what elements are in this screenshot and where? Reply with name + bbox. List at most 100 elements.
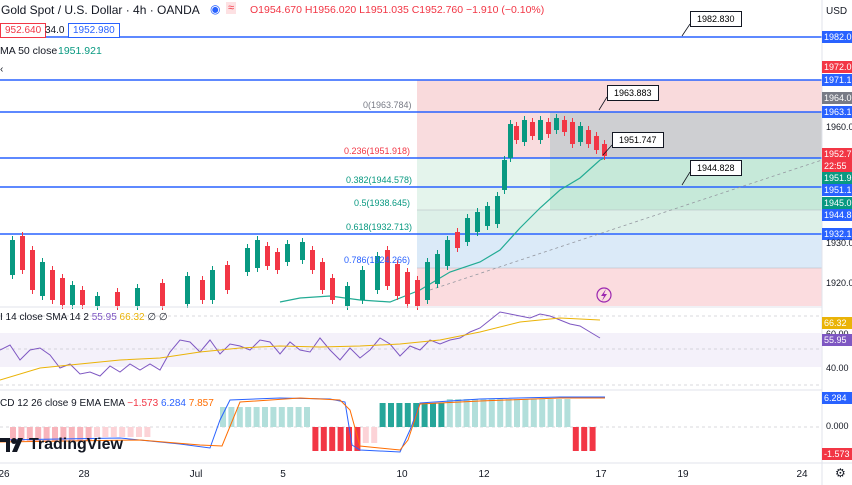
macd-bar (472, 399, 478, 427)
candle (502, 160, 507, 190)
macd-bar (10, 427, 16, 441)
candle (485, 206, 490, 226)
macd-bar (127, 427, 134, 437)
date-28: 28 (78, 469, 90, 480)
candle (455, 232, 460, 248)
macd-bar (564, 399, 571, 427)
callout-1951[interactable]: 1951.747 (612, 132, 664, 148)
candle (320, 262, 325, 290)
settings-icon[interactable]: ⚙ (835, 466, 846, 480)
date-10: 10 (396, 469, 408, 480)
rsi-label-40: 40.00 (826, 363, 849, 373)
fib-label-5: 0.5(1938.645) (354, 198, 411, 208)
macd-bar (320, 427, 327, 451)
candle (20, 236, 25, 270)
eye-icon[interactable]: ◉ (210, 2, 221, 16)
macd-bar (497, 399, 504, 427)
macd-bar (43, 427, 50, 441)
macd-bar (68, 427, 75, 441)
macd-line (0, 396, 605, 453)
macd-bar (295, 407, 302, 427)
macd-bar (463, 399, 470, 427)
lightning-icon[interactable] (596, 287, 612, 303)
fib-band-4 (417, 234, 822, 268)
callout-1944[interactable]: 1944.828 (690, 160, 742, 176)
collapse-icon[interactable]: ‹ (0, 64, 4, 75)
macd-bar (253, 407, 260, 427)
symbol-title[interactable]: Gold Spot / U.S. Dollar · 4h · OANDA (1, 3, 200, 17)
waves-icon[interactable]: ≈ (226, 2, 237, 14)
macd-bar (572, 427, 579, 451)
macd-bar (119, 427, 126, 437)
macd-title: CD 12 26 close 9 EMA EMA (0, 398, 125, 409)
candle (405, 272, 410, 304)
callout-1982[interactable]: 1982.830 (690, 11, 742, 27)
candle (10, 240, 15, 275)
candle (360, 270, 365, 300)
brand-name: TradingView (29, 436, 123, 453)
candle (275, 252, 280, 270)
rsi-label[interactable]: I 14 close SMA 14 2 55.95 66.32 ∅ ∅ (0, 312, 168, 323)
macd-bar (110, 427, 117, 437)
ma-indicator-value: 1951.921 (58, 45, 102, 57)
macd-bar (278, 407, 285, 427)
macd-bar (144, 427, 151, 437)
macd-bar (35, 427, 42, 441)
macd-bar (228, 407, 235, 427)
candle (80, 290, 85, 305)
candle (70, 285, 75, 305)
callout-1963[interactable]: 1963.883 (607, 85, 659, 101)
price-tag: 1944.8 (822, 209, 852, 221)
fib-label-236: 0.236(1951.918) (344, 146, 411, 156)
candle (200, 280, 205, 300)
macd-bar (446, 399, 453, 427)
date-jul: Jul (189, 469, 203, 480)
candle (210, 270, 215, 300)
candle (465, 218, 470, 242)
candle (514, 126, 519, 140)
macd-bar (287, 407, 294, 427)
candle (30, 250, 35, 290)
buy-price[interactable]: 1952.980 (68, 23, 120, 38)
macd-bar (329, 427, 336, 451)
ma-indicator-label[interactable]: MA 50 close (0, 45, 58, 57)
candle (530, 122, 535, 136)
macd-bar (522, 399, 529, 427)
rsi-ma-value: 66.32 (119, 312, 145, 323)
macd-bar (530, 399, 537, 427)
macd-tag: 6.284 (822, 392, 852, 404)
date-26: 26 (0, 469, 10, 480)
fib-band-1 (417, 112, 550, 158)
macd-bar (136, 427, 142, 437)
macd-bar (539, 399, 546, 427)
tradingview-logo[interactable]: TradingView (0, 436, 123, 454)
fib-band-5 (417, 268, 822, 306)
macd-bar (220, 407, 226, 427)
trendline (429, 159, 823, 291)
candle (538, 120, 543, 140)
macd-bar (396, 403, 403, 427)
rsi-tag: 55.95 (822, 334, 852, 346)
currency-label[interactable]: USD (826, 6, 848, 17)
macd-bar (304, 407, 310, 427)
fib-band-3 (417, 210, 822, 234)
candle (245, 248, 250, 272)
spread: 34.0 (45, 25, 65, 36)
macd-bar (430, 403, 436, 427)
macd-hist-tag: -1.573 (822, 448, 852, 460)
macd-bar (77, 427, 84, 441)
candle (160, 283, 165, 306)
macd-bar (312, 427, 319, 451)
candle (385, 250, 390, 286)
macd-bar (245, 407, 252, 427)
macd-bar (581, 427, 588, 451)
macd-value: 6.284 (160, 398, 186, 409)
date-24: 24 (796, 469, 808, 480)
price-label-1960: 1960.0 (826, 122, 852, 132)
candle (300, 242, 305, 260)
rsi-ma-line (0, 317, 601, 381)
macd-label[interactable]: CD 12 26 close 9 EMA EMA −1.573 6.284 7.… (0, 398, 214, 409)
price-tag: 1972.0 (822, 61, 852, 73)
sell-price[interactable]: 952.640 (0, 23, 47, 38)
